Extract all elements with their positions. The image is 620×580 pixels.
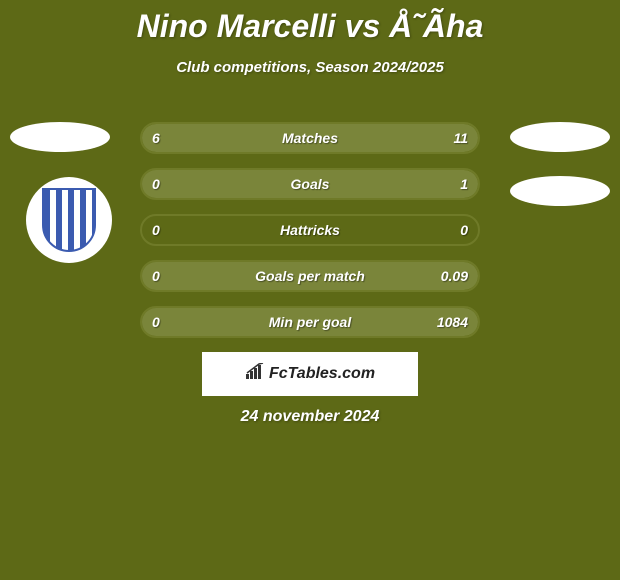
player-avatar-placeholder-right-2 xyxy=(510,176,610,206)
club-badge-left xyxy=(26,177,112,263)
bar-left-value: 0 xyxy=(152,176,160,192)
bar-right-value: 0.09 xyxy=(441,268,468,284)
bar-label: Hattricks xyxy=(280,222,340,238)
fctables-logo[interactable]: FcTables.com xyxy=(202,352,418,396)
bar-label: Matches xyxy=(282,130,338,146)
bar-right-value: 1 xyxy=(460,176,468,192)
bar-left-value: 0 xyxy=(152,268,160,284)
bar-goals-per-match: 0 Goals per match 0.09 xyxy=(140,260,480,292)
bar-min-per-goal: 0 Min per goal 1084 xyxy=(140,306,480,338)
bar-right-value: 11 xyxy=(453,130,468,146)
bar-right-value: 1084 xyxy=(437,314,468,330)
bar-label: Goals per match xyxy=(255,268,365,284)
bar-goals: 0 Goals 1 xyxy=(140,168,480,200)
bar-left-value: 6 xyxy=(152,130,160,146)
player-avatar-placeholder-left-1 xyxy=(10,122,110,152)
bar-label: Goals xyxy=(291,176,330,192)
bar-matches: 6 Matches 11 xyxy=(140,122,480,154)
bar-label: Min per goal xyxy=(269,314,351,330)
date-label: 24 november 2024 xyxy=(0,408,620,426)
page-title: Nino Marcelli vs Å˜Ãha xyxy=(0,0,620,45)
comparison-bars: 6 Matches 11 0 Goals 1 0 Hattricks 0 0 G… xyxy=(140,122,480,352)
bar-left-value: 0 xyxy=(152,314,160,330)
bar-hattricks: 0 Hattricks 0 xyxy=(140,214,480,246)
page-subtitle: Club competitions, Season 2024/2025 xyxy=(0,59,620,76)
bar-right-value: 0 xyxy=(460,222,468,238)
bar-left-value: 0 xyxy=(152,222,160,238)
player-avatar-placeholder-right-1 xyxy=(510,122,610,152)
club-badge-shield-icon xyxy=(42,188,96,252)
logo-text: FcTables.com xyxy=(269,365,375,383)
bar-chart-icon xyxy=(245,363,267,386)
